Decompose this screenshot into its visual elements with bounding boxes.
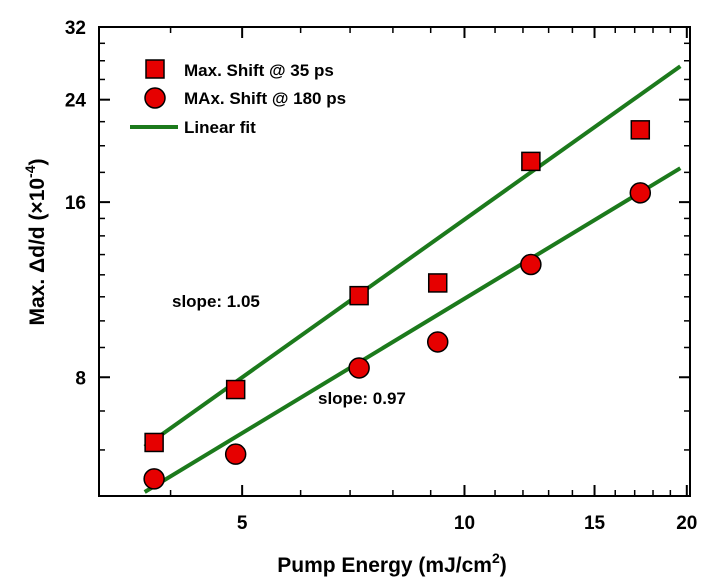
plot-frame (98, 26, 691, 497)
fit-line-2 (143, 166, 682, 494)
data-point-180ps (224, 443, 247, 465)
data-point-180ps (520, 253, 542, 276)
y-tick-label: 32 (65, 18, 86, 39)
axes: 5 10 15 20 8 16 24 32 (65, 18, 698, 534)
data-point-35ps (630, 120, 651, 140)
data-point-35ps (349, 285, 369, 306)
x-axis-title: Pump Energy (mJ/cm2) (277, 550, 507, 577)
data-point-35ps (225, 379, 246, 400)
x-tick-label: 5 (237, 513, 248, 534)
slope-annotation-bottom: slope: 0.97 (318, 389, 406, 408)
legend: Max. Shift @ 35 ps MAx. Shift @ 180 ps L… (130, 59, 346, 137)
data-markers (143, 120, 652, 490)
legend-label-180ps: MAx. Shift @ 180 ps (184, 89, 346, 108)
y-tick-label: 24 (65, 91, 87, 112)
legend-circle-marker (144, 87, 166, 109)
slope-annotation-top: slope: 1.05 (172, 292, 260, 311)
y-axis-title: Max. Δd/d (×10-4) (22, 158, 49, 325)
legend-label-35ps: Max. Shift @ 35 ps (184, 61, 334, 80)
data-point-180ps (143, 468, 165, 490)
x-tick-label: 20 (676, 513, 697, 534)
x-tick-label: 10 (454, 513, 475, 534)
data-point-35ps (521, 151, 541, 172)
y-tick-label: 8 (75, 368, 86, 389)
legend-square-marker (145, 59, 165, 79)
data-point-180ps (426, 331, 449, 353)
legend-label-linear-fit: Linear fit (184, 118, 256, 137)
data-point-180ps (629, 182, 652, 204)
data-point-35ps (427, 273, 448, 293)
y-tick-label: 16 (65, 193, 86, 214)
x-tick-label: 15 (584, 513, 606, 534)
data-point-35ps (144, 432, 164, 453)
data-point-180ps (348, 357, 370, 379)
